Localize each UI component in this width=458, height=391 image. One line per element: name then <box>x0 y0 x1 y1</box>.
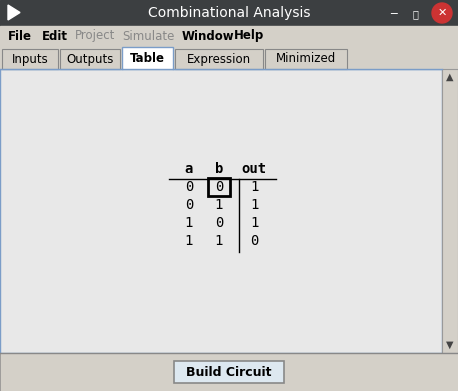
Text: b: b <box>215 162 223 176</box>
Text: ▼: ▼ <box>446 340 454 350</box>
Text: Window: Window <box>182 29 234 43</box>
Polygon shape <box>8 5 20 20</box>
Text: 0: 0 <box>185 198 193 212</box>
Text: 0: 0 <box>250 234 258 248</box>
Text: Simulate: Simulate <box>122 29 174 43</box>
Text: Combinational Analysis: Combinational Analysis <box>148 6 310 20</box>
Bar <box>0 69 442 353</box>
Bar <box>265 49 347 69</box>
Text: Help: Help <box>234 29 264 43</box>
Text: Expression: Expression <box>187 52 251 66</box>
Text: 1: 1 <box>250 216 258 230</box>
Bar <box>175 49 263 69</box>
Bar <box>2 49 58 69</box>
Bar <box>0 0 458 26</box>
Text: 0: 0 <box>215 180 223 194</box>
Text: 1: 1 <box>250 198 258 212</box>
Text: Project: Project <box>75 29 115 43</box>
Bar <box>442 69 458 353</box>
Text: 0: 0 <box>215 216 223 230</box>
Bar <box>0 46 458 68</box>
Circle shape <box>432 3 452 23</box>
Text: Build Circuit: Build Circuit <box>186 366 272 378</box>
Bar <box>60 49 120 69</box>
Text: ─: ─ <box>390 8 396 18</box>
Text: Table: Table <box>130 52 165 65</box>
Text: 1: 1 <box>215 234 223 248</box>
Text: File: File <box>8 29 32 43</box>
Bar <box>122 47 173 69</box>
Text: Outputs: Outputs <box>66 52 114 66</box>
Text: out: out <box>241 162 267 176</box>
Text: a: a <box>185 162 193 176</box>
Bar <box>174 361 284 383</box>
Text: 1: 1 <box>215 198 223 212</box>
Text: Inputs: Inputs <box>11 52 49 66</box>
Text: 1: 1 <box>185 234 193 248</box>
Bar <box>208 178 230 196</box>
Text: Minimized: Minimized <box>276 52 336 66</box>
Bar <box>0 26 458 46</box>
Text: 1: 1 <box>250 180 258 194</box>
Text: ▲: ▲ <box>446 72 454 82</box>
Text: 1: 1 <box>185 216 193 230</box>
Text: 0: 0 <box>185 180 193 194</box>
Bar <box>0 353 458 391</box>
Text: Edit: Edit <box>42 29 68 43</box>
Text: ✕: ✕ <box>437 8 447 18</box>
Text: ⤢: ⤢ <box>412 9 418 19</box>
